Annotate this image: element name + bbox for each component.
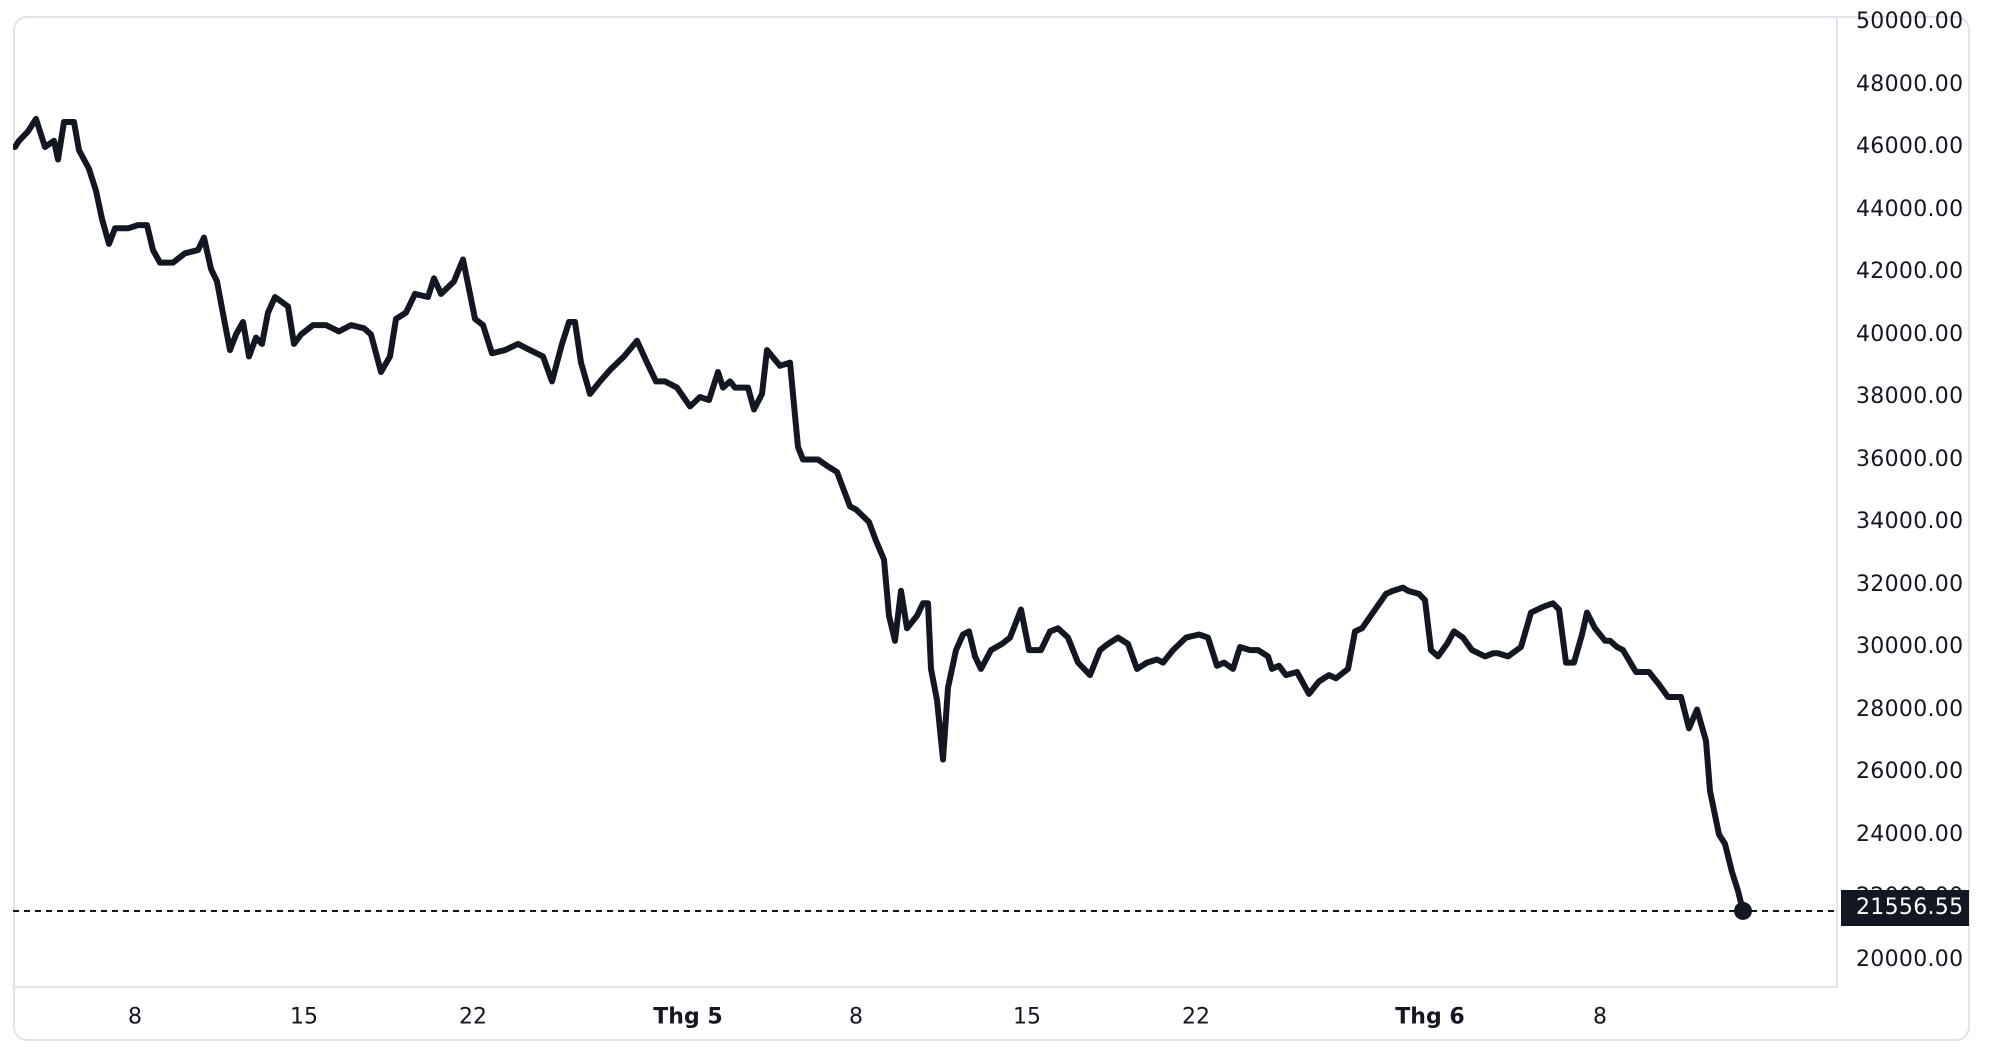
price-tick-label: 20000.00 <box>1856 947 1964 972</box>
time-tick-label: 22 <box>1182 1004 1210 1030</box>
price-tick-label: 32000.00 <box>1856 572 1964 597</box>
time-tick-label: 15 <box>290 1004 318 1030</box>
price-tick-label: 26000.00 <box>1856 759 1964 784</box>
price-tick-label: 38000.00 <box>1856 384 1964 409</box>
price-series-line <box>13 115 1746 914</box>
price-tick-label: 46000.00 <box>1856 134 1964 159</box>
time-tick-label: 8 <box>1593 1004 1607 1030</box>
time-tick-label: 15 <box>1013 1004 1041 1030</box>
last-price-dot <box>1734 901 1752 920</box>
chart-frame <box>13 16 1970 1041</box>
plot-area[interactable] <box>13 16 1838 988</box>
time-tick-label: 22 <box>459 1004 487 1030</box>
price-tick-label: 36000.00 <box>1856 447 1964 472</box>
price-line-chart <box>13 115 1836 920</box>
price-tick-label: 24000.00 <box>1856 822 1964 847</box>
time-tick-label-month: Thg 6 <box>1395 1004 1465 1030</box>
price-tick-label: 30000.00 <box>1856 634 1964 659</box>
price-tick-label: 40000.00 <box>1856 322 1964 347</box>
time-tick-label-month: Thg 5 <box>653 1004 723 1030</box>
time-tick-label: 8 <box>849 1004 863 1030</box>
price-tick-label: 44000.00 <box>1856 197 1964 222</box>
price-tick-label: 34000.00 <box>1856 509 1964 534</box>
price-tick-label: 48000.00 <box>1856 72 1964 97</box>
price-tick-label: 42000.00 <box>1856 259 1964 284</box>
last-price-tag: 21556.55 <box>1841 890 1969 926</box>
time-axis[interactable] <box>13 988 1838 1041</box>
time-tick-label: 8 <box>128 1004 142 1030</box>
price-tick-label: 50000.00 <box>1856 9 1964 34</box>
price-tick-label: 28000.00 <box>1856 697 1964 722</box>
